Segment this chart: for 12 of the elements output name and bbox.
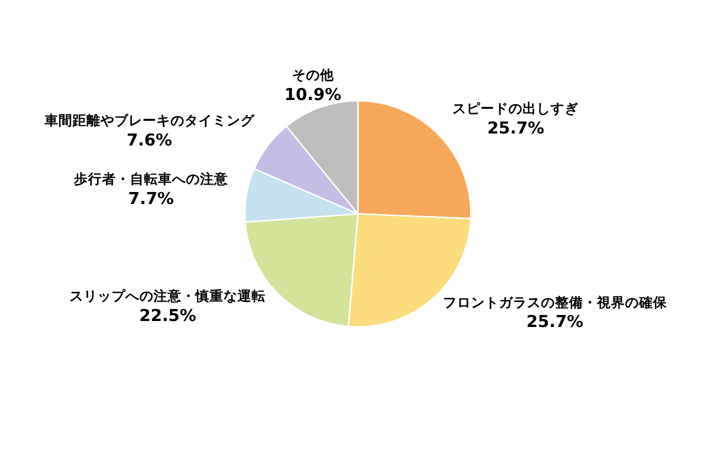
data-label: 22.5% — [139, 306, 196, 325]
slice-label: スピードの出しすぎ — [452, 101, 579, 118]
slice-label: フロントガラスの整備・視界の確保 — [442, 294, 668, 311]
data-label: 7.6% — [126, 130, 172, 150]
slice-label: 車間距離やブレーキのタイミング — [43, 112, 256, 130]
data-label: 25.7% — [526, 312, 584, 332]
data-label: 10.9% — [284, 84, 342, 104]
slice-label: 歩行者・自転車への注意 — [73, 170, 230, 188]
data-label: 25.7% — [487, 118, 544, 138]
slice-label: スリップへの注意・慎重な運転 — [70, 288, 266, 305]
data-label: 7.7% — [128, 188, 174, 208]
slice-label: その他 — [292, 68, 335, 84]
